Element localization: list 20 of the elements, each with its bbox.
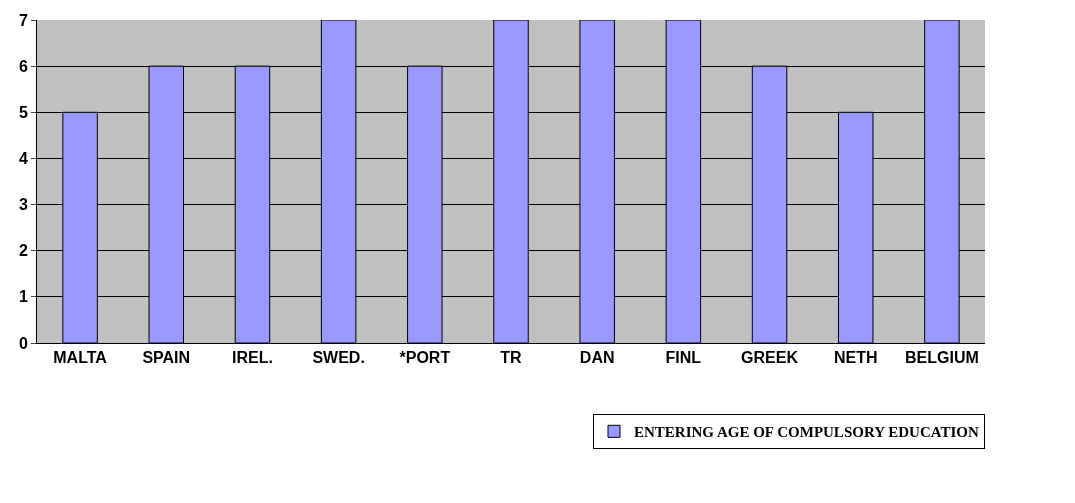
x-tick-label: *PORT: [399, 349, 451, 367]
x-tick-label: BELGIUM: [905, 349, 979, 367]
x-tick-label: DAN: [579, 349, 615, 367]
y-tick-label: 5: [18, 103, 28, 121]
y-tick-label: 3: [18, 196, 28, 214]
y-tick-label: 6: [18, 57, 28, 75]
x-tick-label: IREL.: [232, 349, 273, 367]
x-tick-label: GREEK: [741, 349, 799, 367]
x-tick-label: TR: [500, 349, 523, 367]
y-tick-label: 1: [18, 288, 28, 306]
x-tick-label: NETH: [833, 349, 878, 367]
y-tick-label: 7: [18, 11, 28, 29]
legend-label: ENTERING AGE OF COMPULSORY EDUCATION: [634, 424, 979, 441]
x-tick-label: SPAIN: [142, 349, 191, 367]
x-tick-label: MALTA: [53, 349, 108, 367]
x-tick-label: FINL: [665, 349, 702, 367]
y-tick-label: 4: [18, 150, 28, 168]
y-tick-label: 0: [18, 334, 28, 352]
y-tick-label: 2: [18, 242, 28, 260]
x-tick-label: SWED.: [312, 349, 365, 367]
